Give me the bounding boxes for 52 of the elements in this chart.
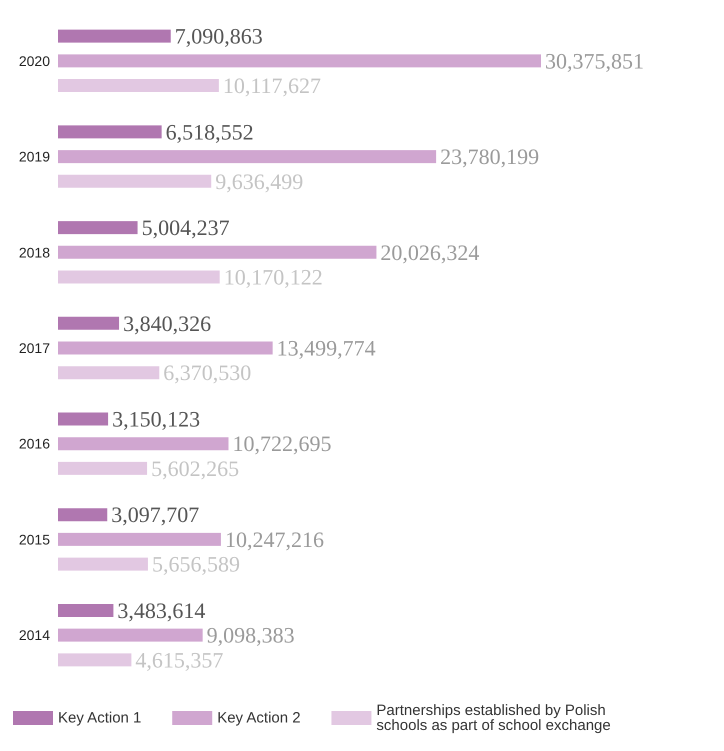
data-label: 3,150,123 [112,406,200,432]
y-tick-label: 2020 [18,52,50,69]
bar [58,342,273,354]
data-label: 3,483,614 [117,598,206,623]
legend-label: Key Action 1 [58,710,142,726]
y-tick-label: 2017 [18,340,50,356]
bar [58,246,376,259]
data-label: 7,090,863 [174,24,263,49]
y-tick-label: 2014 [18,627,50,644]
data-label: 9,636,499 [215,168,304,194]
bar [58,125,162,138]
data-label: 6,370,530 [163,360,252,386]
bar [58,366,160,380]
bar [58,653,132,666]
y-tick-label: 2019 [18,148,50,165]
data-label: 10,722,695 [232,431,332,456]
data-label: 3,097,707 [111,502,200,528]
bar [58,532,221,546]
legend-label: Key Action 2 [217,710,301,726]
data-label: 5,656,589 [152,552,240,577]
data-label: 10,247,216 [224,526,324,552]
data-label: 13,499,774 [276,336,376,360]
y-tick-label: 2016 [18,436,50,452]
bar [58,462,148,475]
bar [58,174,212,188]
bar [58,508,108,522]
data-label: 30,375,851 [545,48,644,74]
data-label: 5,004,237 [142,215,230,240]
bar [58,558,148,571]
bar [58,150,436,164]
bar [58,628,203,642]
data-label: 3,840,326 [123,310,212,336]
data-label: 10,117,627 [222,73,322,98]
bar [58,437,228,450]
data-label: 6,518,552 [166,119,254,144]
data-label: 10,170,122 [224,264,323,290]
bar [58,412,108,426]
bar [58,79,219,92]
y-tick-label: 2018 [18,244,50,260]
bar [58,604,114,617]
data-label: 9,098,383 [206,622,295,648]
data-label: 4,615,357 [135,647,224,672]
bar [58,270,220,284]
y-tick-label: 2015 [18,531,50,548]
legend-label: Partnerships established by Polish schools as part of school exchange [376,702,611,734]
data-label: 23,780,199 [440,144,540,170]
data-label: 20,026,324 [380,240,480,265]
bar [58,30,171,43]
bar [58,316,120,330]
bar [58,54,541,68]
data-label: 5,602,265 [151,456,240,481]
bar [58,221,138,234]
